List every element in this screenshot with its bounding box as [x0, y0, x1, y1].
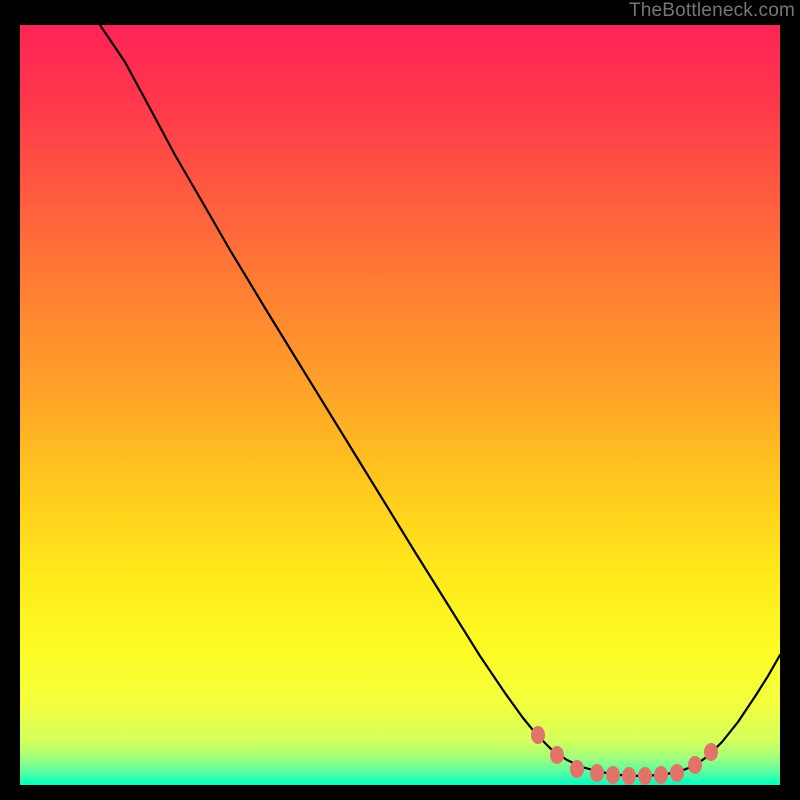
marker-point — [531, 726, 545, 744]
marker-point — [638, 767, 652, 785]
marker-point — [704, 743, 718, 761]
marker-point — [654, 766, 668, 784]
marker-point — [670, 764, 684, 782]
chart-overlay — [20, 25, 780, 785]
watermark-text: TheBottleneck.com — [629, 0, 795, 22]
markers-group — [531, 726, 718, 785]
marker-point — [590, 764, 604, 782]
chart-frame: TheBottleneck.com — [0, 0, 800, 800]
marker-point — [606, 766, 620, 784]
marker-point — [688, 756, 702, 774]
valley-curve — [100, 25, 780, 776]
marker-point — [622, 767, 636, 785]
plot-area — [20, 25, 780, 785]
curve-group — [100, 25, 780, 776]
marker-point — [550, 746, 564, 764]
marker-point — [570, 760, 584, 778]
